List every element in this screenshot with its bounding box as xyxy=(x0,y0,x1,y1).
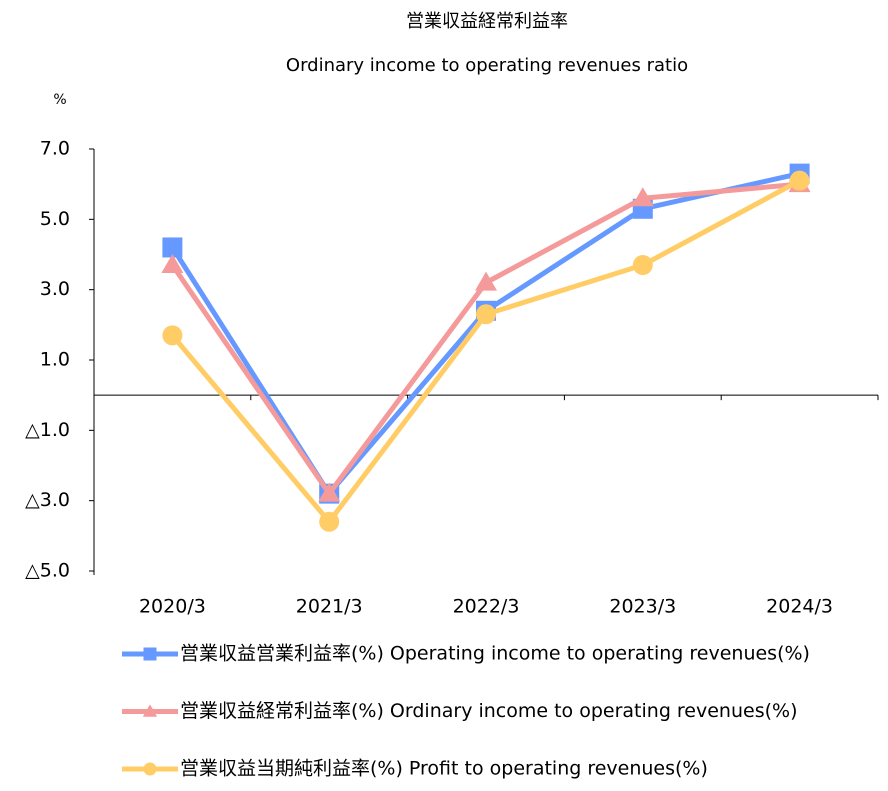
marker xyxy=(632,255,653,276)
chart-title: 営業収益経常利益率 xyxy=(406,11,568,32)
y-tick-label: 5.0 xyxy=(40,208,70,230)
marker xyxy=(789,170,810,191)
marker xyxy=(162,237,183,258)
x-tick-label: 2023/3 xyxy=(609,596,676,618)
y-tick-label: 7.0 xyxy=(40,138,70,160)
y-unit: % xyxy=(53,92,66,108)
marker xyxy=(631,187,654,207)
marker xyxy=(143,762,157,776)
y-tick-label: 3.0 xyxy=(40,278,70,300)
marker xyxy=(162,325,183,346)
legend-label: 営業収益当期純利益率(%) Profit to operating revenu… xyxy=(180,758,708,780)
marker xyxy=(475,271,497,291)
marker xyxy=(318,482,341,502)
series-line xyxy=(170,178,801,525)
chart-subtitle: Ordinary income to operating revenues ra… xyxy=(286,55,688,76)
x-tick-label: 2022/3 xyxy=(453,596,520,618)
x-tick-label: 2024/3 xyxy=(766,596,833,618)
marker xyxy=(143,647,157,661)
marker xyxy=(476,304,496,325)
legend-label: 営業収益営業利益率(%) Operating income to operati… xyxy=(180,643,810,665)
marker xyxy=(319,511,340,532)
x-tick-label: 2021/3 xyxy=(296,596,363,618)
marker xyxy=(142,704,158,717)
y-tick-label: △5.0 xyxy=(25,560,70,582)
y-tick-label: △1.0 xyxy=(25,419,70,441)
marker xyxy=(161,254,184,274)
y-tick-label: △3.0 xyxy=(25,489,70,511)
legend-label: 営業収益経常利益率(%) Ordinary income to operatin… xyxy=(180,700,797,722)
x-tick-label: 2020/3 xyxy=(139,596,206,618)
y-tick-label: 1.0 xyxy=(40,349,70,371)
